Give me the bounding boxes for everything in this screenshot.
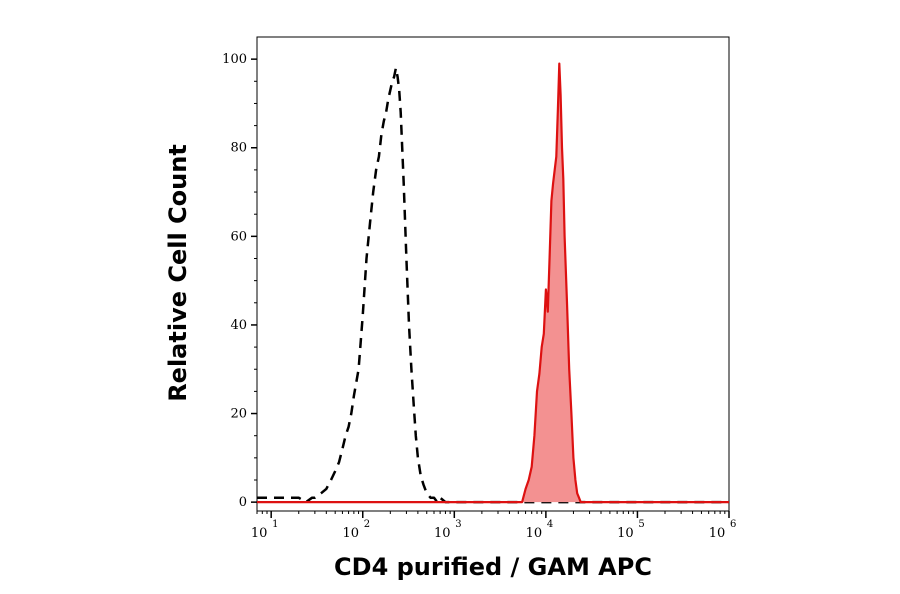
series-layer (257, 62, 729, 504)
x-tick-label: 10 (251, 526, 268, 541)
y-tick-label: 100 (222, 52, 247, 67)
x-tick-exponent: 6 (730, 519, 736, 530)
x-axis: 10 1 10 2 10 3 10 4 10 5 10 6 (251, 511, 736, 541)
y-axis: 0 20 40 60 80 100 (222, 52, 257, 510)
x-tick-exponent: 5 (638, 519, 644, 530)
y-tick-label: 40 (230, 318, 247, 333)
x-tick-exponent: 3 (455, 519, 461, 530)
series-1-line (257, 62, 729, 504)
y-tick-label: 0 (239, 495, 247, 510)
plot-frame (256, 36, 730, 512)
x-tick-exponent: 4 (547, 519, 553, 530)
x-tick-label: 10 (617, 526, 634, 541)
y-tick-label: 80 (230, 141, 247, 156)
x-tick-exponent: 2 (364, 519, 370, 530)
plot-area (256, 36, 730, 512)
y-tick-label: 60 (230, 229, 247, 244)
series-1-area (257, 63, 729, 503)
x-tick-exponent: 1 (272, 519, 278, 530)
y-tick-label: 20 (230, 407, 247, 422)
x-tick-label: 10 (526, 526, 543, 541)
x-tick-label: 10 (709, 526, 726, 541)
x-tick-label: 10 (434, 526, 451, 541)
y-axis-title: Relative Cell Count (164, 144, 192, 402)
x-axis-title: CD4 purified / GAM APC (334, 553, 652, 581)
series-0-line (257, 66, 729, 504)
x-tick-label: 10 (342, 526, 359, 541)
